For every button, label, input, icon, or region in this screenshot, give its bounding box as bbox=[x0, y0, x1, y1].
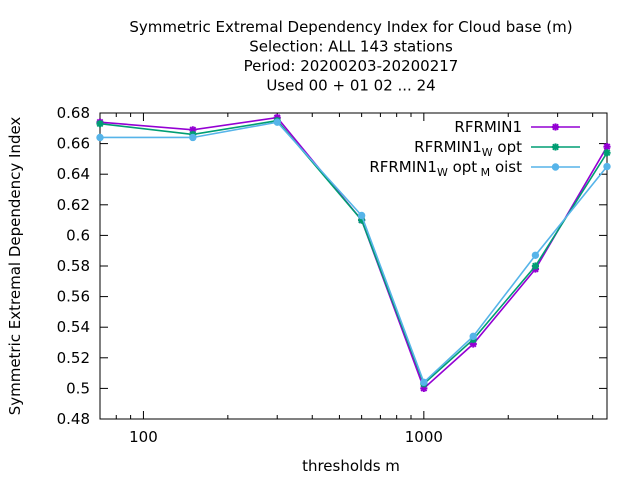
series-line bbox=[99, 116, 608, 390]
y-tick-label: 0.62 bbox=[57, 196, 90, 214]
legend-marker bbox=[551, 143, 560, 151]
y-tick-label: 0.64 bbox=[57, 165, 90, 183]
y-tick-label: 0.66 bbox=[57, 135, 90, 153]
plot-frame bbox=[99, 112, 608, 420]
y-tick-label: 0.54 bbox=[57, 318, 90, 336]
data-point bbox=[531, 251, 540, 259]
y-tick-label: 0.56 bbox=[57, 288, 90, 306]
data-point bbox=[273, 118, 281, 126]
y-tick-label: 0.5 bbox=[66, 379, 90, 397]
data-point bbox=[96, 133, 104, 142]
legend-label: RFRMIN1 bbox=[454, 118, 522, 136]
data-point bbox=[357, 211, 366, 220]
series-line bbox=[100, 121, 608, 384]
legend-marker bbox=[551, 123, 560, 131]
y-tick-label: 0.6 bbox=[66, 226, 90, 244]
data-point bbox=[531, 262, 540, 270]
series-group bbox=[96, 113, 611, 392]
plot-border bbox=[99, 112, 608, 420]
data-point bbox=[420, 378, 428, 386]
data-point bbox=[603, 143, 611, 151]
y-tick-label: 0.68 bbox=[57, 104, 90, 122]
title-line: Symmetric Extremal Dependency Index for … bbox=[129, 18, 572, 36]
axis-ticks: 0.48 0.5 0.52 0.54 0.56 0.58 0.6 0.62 0.64 0.66 0.… bbox=[57, 104, 607, 446]
x-tick-label: 1000 bbox=[405, 428, 443, 446]
chart-title: Symmetric Extremal Dependency Index for … bbox=[129, 18, 572, 95]
data-point bbox=[603, 149, 611, 157]
title-line: Used 00 + 01 02 ... 24 bbox=[266, 77, 435, 95]
series-line bbox=[99, 119, 608, 386]
y-tick-label: 0.48 bbox=[57, 410, 90, 428]
series-3 bbox=[96, 118, 611, 386]
legend-label: RFRMIN1W opt M oist bbox=[369, 158, 522, 179]
data-point bbox=[189, 133, 197, 142]
y-tick-label: 0.52 bbox=[57, 349, 90, 367]
y-tick-label: 0.58 bbox=[57, 257, 90, 275]
legend-label: RFRMIN1W opt bbox=[414, 138, 522, 159]
title-line: Period: 20200203-20200217 bbox=[244, 57, 459, 75]
x-tick-label: 100 bbox=[129, 428, 158, 446]
data-point bbox=[96, 120, 104, 128]
data-point bbox=[603, 162, 611, 171]
title-line: Selection: ALL 143 stations bbox=[249, 38, 453, 56]
x-axis-label: thresholds m bbox=[302, 457, 400, 475]
data-point bbox=[469, 332, 477, 341]
legend-marker bbox=[551, 163, 560, 171]
y-axis-label: Symmetric Extremal Dependency Index bbox=[6, 117, 24, 416]
